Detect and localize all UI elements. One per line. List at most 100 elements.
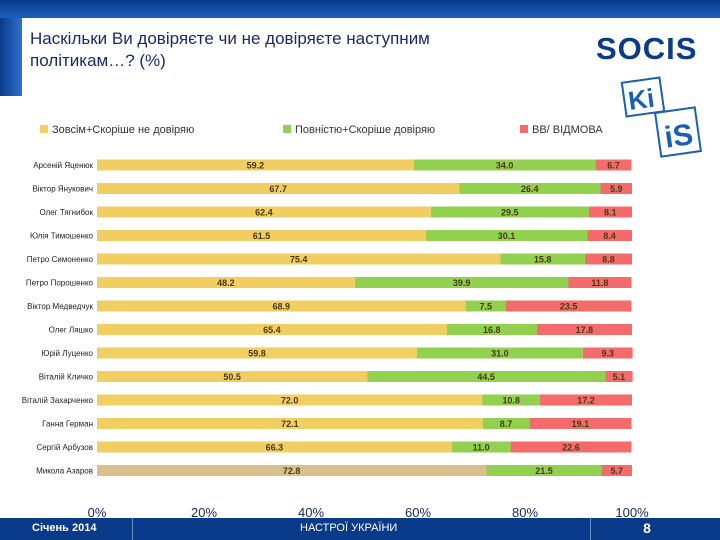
bar-segment xyxy=(601,465,632,476)
bar-segment xyxy=(451,441,511,453)
data-label: 5.7 xyxy=(611,466,624,476)
bar-segment xyxy=(367,371,606,382)
category-label: Віталій Захарченко xyxy=(22,396,94,405)
category-label: Арсеній Яценюк xyxy=(33,161,93,170)
data-label: 8.1 xyxy=(604,208,617,218)
bar-segment xyxy=(97,206,431,218)
data-label: 11.8 xyxy=(591,278,608,288)
header-bar xyxy=(0,0,720,18)
bar-segment xyxy=(500,253,585,265)
data-label: 66.3 xyxy=(266,443,284,453)
kiis-logo-box-2 xyxy=(654,106,702,158)
kiis-logo: Ki iS xyxy=(620,76,702,158)
bar-segment xyxy=(587,230,632,241)
category-label: Юрій Луценко xyxy=(41,349,93,358)
footer-center-text: НАСТРОЇ УКРАЇНИ xyxy=(300,522,398,534)
data-label: 7.5 xyxy=(479,302,492,312)
x-tick-label: 80% xyxy=(512,505,538,518)
legend-label: Повністю+Скоріше довіряю xyxy=(295,124,435,136)
bar-segment xyxy=(595,159,632,171)
data-label: 10.8 xyxy=(502,396,520,406)
footer-date: Січень 2014 xyxy=(32,522,97,534)
legend-swatch xyxy=(40,125,48,133)
x-tick-label: 60% xyxy=(405,505,431,518)
data-label: 31.0 xyxy=(491,349,509,359)
category-label: Юлія Тимошенко xyxy=(30,232,94,241)
data-label: 68.9 xyxy=(273,302,291,312)
data-label: 48.2 xyxy=(217,278,235,288)
bar-segment xyxy=(459,183,601,194)
data-label: 61.5 xyxy=(253,231,271,241)
bar-segment xyxy=(482,394,540,406)
data-label: 44.5 xyxy=(477,372,495,382)
bar-segment xyxy=(354,277,569,288)
data-label: 8.8 xyxy=(602,255,615,265)
bar-segment xyxy=(97,183,460,194)
bar-segment xyxy=(97,277,355,288)
bar-segment xyxy=(97,300,466,312)
bar-segment xyxy=(426,230,587,241)
kiis-logo-text-2: iS xyxy=(662,118,695,155)
kiis-logo-text-1: Ki xyxy=(626,83,656,116)
category-label: Віктор Медведчук xyxy=(27,302,93,311)
data-label: 23.5 xyxy=(560,302,578,312)
bar-segment xyxy=(536,324,632,335)
category-label: Віталій Кличко xyxy=(39,373,94,382)
category-label: Сергій Арбузов xyxy=(36,443,93,452)
x-tick-label: 0% xyxy=(88,505,107,518)
bar-segment xyxy=(605,371,633,382)
data-label: 6.7 xyxy=(607,161,620,171)
data-label: 9.3 xyxy=(601,349,614,359)
data-label: 67.7 xyxy=(269,184,287,194)
footer-divider xyxy=(590,518,591,540)
data-label: 72.0 xyxy=(281,396,299,406)
bar-segment xyxy=(413,159,596,171)
data-label: 22.6 xyxy=(562,443,580,453)
legend-label: Зовсім+Скоріше не довіряю xyxy=(52,124,194,136)
data-label: 72.1 xyxy=(281,419,299,429)
legend-swatch xyxy=(283,125,291,133)
header-accent xyxy=(0,18,22,96)
bar-segment xyxy=(416,347,583,359)
data-label: 17.8 xyxy=(576,325,594,335)
category-label: Петро Симоненко xyxy=(27,255,94,264)
bar-segment xyxy=(505,300,632,312)
bar-segment xyxy=(97,465,487,476)
data-label: 21.5 xyxy=(535,466,553,476)
legend-label: ВВ/ ВІДМОВА xyxy=(532,124,603,136)
data-label: 26.4 xyxy=(521,184,539,194)
category-label: Петро Порошенко xyxy=(26,279,94,288)
bar-segment xyxy=(465,300,506,312)
trust-chart: Зовсім+Скоріше не довіряю Повністю+Скоріш… xyxy=(22,124,649,518)
bar-segment xyxy=(582,347,633,359)
slide-title: Наскільки Ви довіряєте чи не довіряєте н… xyxy=(30,29,430,70)
bar-segment xyxy=(588,206,632,218)
bar-segment xyxy=(540,394,632,406)
category-label: Микола Азаров xyxy=(36,467,93,476)
socis-logo-text: SOCIS xyxy=(596,31,697,66)
bar-segment xyxy=(97,418,483,429)
data-label: 5.9 xyxy=(610,184,623,194)
data-label: 19.1 xyxy=(572,419,590,429)
data-label: 50.5 xyxy=(223,372,241,382)
footer-bar: Січень 2014 НАСТРОЇ УКРАЇНИ xyxy=(0,518,720,540)
data-label: 72.8 xyxy=(283,466,301,476)
data-label: 17.2 xyxy=(577,396,595,406)
data-label: 8.7 xyxy=(500,419,513,429)
legend-swatch xyxy=(520,125,528,133)
data-label: 16.8 xyxy=(483,325,501,335)
data-label: 65.4 xyxy=(263,325,281,335)
data-label: 62.4 xyxy=(255,208,273,218)
x-tick-label: 20% xyxy=(191,505,217,518)
bar-segment xyxy=(97,347,417,359)
data-label: 5.1 xyxy=(613,372,626,382)
bar-segment xyxy=(97,159,414,171)
bar-segment xyxy=(430,206,589,218)
data-label: 59.2 xyxy=(247,161,265,171)
bar-segment xyxy=(482,418,530,429)
data-label: 11.0 xyxy=(473,443,490,453)
bar-segment xyxy=(446,324,537,335)
x-tick-label: 40% xyxy=(298,505,324,518)
x-tick-label: 100% xyxy=(615,505,649,518)
data-label: 34.0 xyxy=(496,161,514,171)
